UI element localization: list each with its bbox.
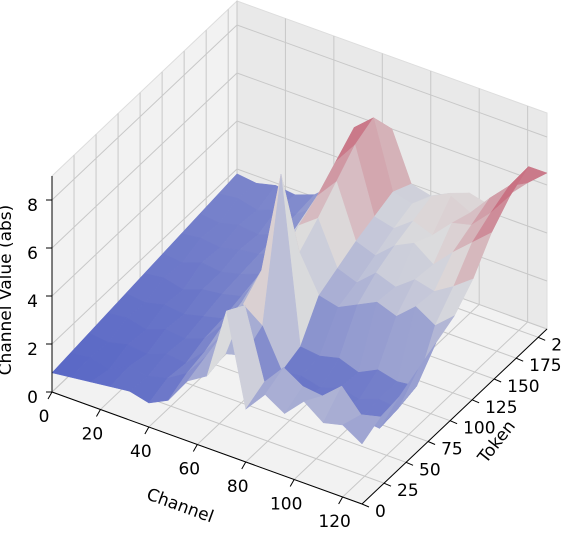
z-tick-label: 8	[27, 196, 38, 216]
x-tick	[96, 409, 101, 417]
y-tick-label: 125	[485, 398, 517, 418]
axis-line	[51, 391, 363, 505]
x-tick-label: 0	[39, 407, 50, 427]
z-tick-label: 0	[27, 388, 38, 408]
surface-patch	[342, 414, 381, 445]
y-tick-label: 50	[419, 460, 441, 480]
y-tick	[449, 420, 458, 425]
x-tick	[192, 444, 198, 452]
y-tick-label: 175	[529, 356, 561, 376]
y-tick-label: 150	[507, 377, 539, 397]
grid-line	[51, 24, 238, 201]
y-tick-label: 0	[375, 502, 386, 522]
y-tick-label: 75	[441, 440, 463, 460]
grid-line	[51, 72, 238, 249]
y-tick	[383, 482, 392, 487]
grid-line	[51, 168, 238, 345]
y-tick-label: 100	[463, 419, 495, 439]
x-tick	[338, 496, 344, 505]
y-tick	[537, 336, 546, 341]
x-tick	[241, 461, 247, 470]
z-tick-label: 6	[27, 244, 38, 264]
grid-line	[236, 24, 548, 138]
x-tick-label: 80	[227, 477, 249, 497]
x-tick	[47, 391, 53, 400]
x-tick	[289, 479, 295, 487]
y-tick	[471, 399, 480, 404]
z-axis-label: Channel Value (abs)	[0, 205, 16, 376]
x-tick-label: 40	[130, 442, 152, 462]
x-tick-label: 60	[178, 460, 200, 480]
y-tick-label: 200	[551, 335, 562, 355]
x-tick-label: 120	[318, 512, 350, 532]
y-tick-label: 25	[397, 481, 419, 501]
x-tick	[144, 426, 150, 435]
y-tick	[361, 503, 370, 508]
y-tick	[405, 461, 414, 466]
y-tick	[493, 378, 502, 383]
x-axis-label: Channel	[144, 485, 216, 528]
z-tick-label: 2	[27, 340, 38, 360]
grid-line	[51, 120, 238, 297]
y-tick	[515, 357, 524, 362]
z-tick-label: 4	[27, 292, 38, 312]
y-tick	[427, 441, 436, 445]
x-tick-label: 100	[270, 495, 302, 515]
x-tick-label: 20	[82, 425, 104, 445]
